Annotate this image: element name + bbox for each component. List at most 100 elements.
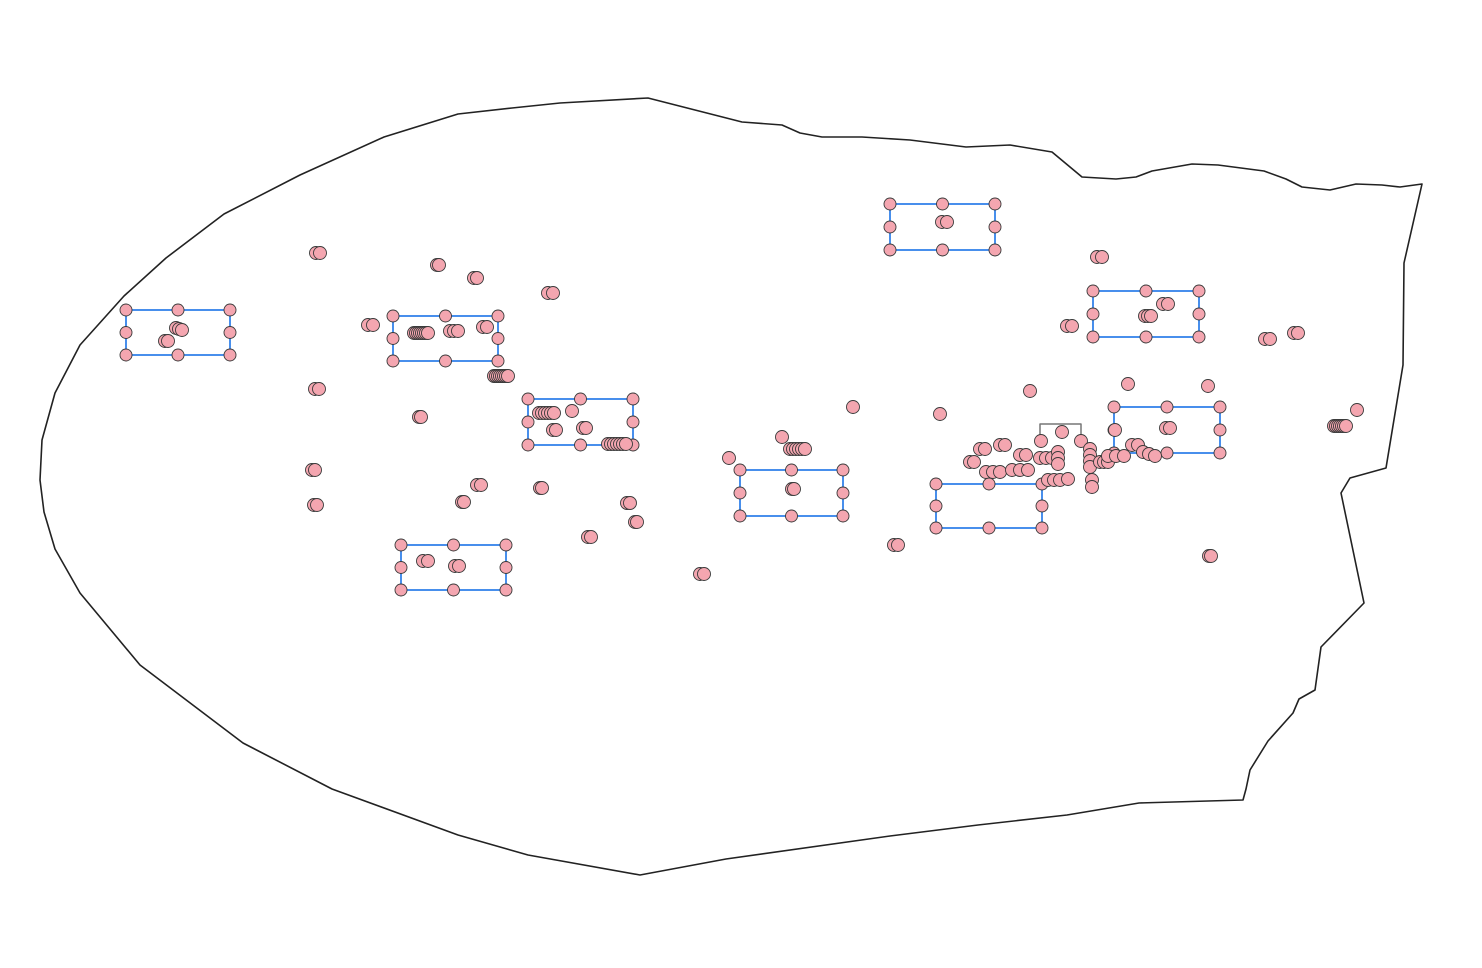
boundary-polygon[interactable] xyxy=(39,97,1423,876)
point-feature[interactable] xyxy=(1204,549,1218,563)
point-feature[interactable] xyxy=(1350,403,1364,417)
selection-handle[interactable] xyxy=(936,243,949,257)
selection-handle[interactable] xyxy=(1086,307,1100,321)
selection-handle[interactable] xyxy=(785,463,798,477)
point-feature[interactable] xyxy=(697,567,711,581)
selection-handle[interactable] xyxy=(521,438,535,452)
selection-handle[interactable] xyxy=(1139,330,1153,344)
selection-handle[interactable] xyxy=(1192,284,1206,298)
point-feature[interactable] xyxy=(1065,319,1079,333)
selection-handle[interactable] xyxy=(1086,330,1100,344)
selection-handle[interactable] xyxy=(491,309,505,323)
point-feature[interactable] xyxy=(308,463,322,477)
selection-handle[interactable] xyxy=(883,243,897,257)
point-feature[interactable] xyxy=(1021,463,1035,477)
point-feature[interactable] xyxy=(432,258,446,272)
point-feature[interactable] xyxy=(630,515,644,529)
selection-handle[interactable] xyxy=(386,332,400,345)
point-feature[interactable] xyxy=(549,423,563,437)
point-feature[interactable] xyxy=(846,400,860,414)
point-feature[interactable] xyxy=(421,554,435,568)
point-feature[interactable] xyxy=(451,324,465,338)
point-feature[interactable] xyxy=(787,482,801,496)
selection-handle[interactable] xyxy=(1086,284,1100,298)
point-feature[interactable] xyxy=(547,406,561,420)
point-feature[interactable] xyxy=(1148,449,1162,463)
selection-handle[interactable] xyxy=(574,438,587,452)
point-feature[interactable] xyxy=(1339,419,1353,433)
selection-handle[interactable] xyxy=(394,538,408,552)
point-feature[interactable] xyxy=(998,438,1012,452)
point-feature[interactable] xyxy=(1074,434,1088,448)
point-feature[interactable] xyxy=(1108,423,1122,437)
point-feature[interactable] xyxy=(1291,326,1305,340)
point-feature[interactable] xyxy=(501,369,515,383)
selection-handle[interactable] xyxy=(491,354,505,368)
point-feature[interactable] xyxy=(940,215,954,229)
point-feature[interactable] xyxy=(312,382,326,396)
point-feature[interactable] xyxy=(1061,472,1075,486)
point-feature[interactable] xyxy=(1019,448,1033,462)
point-feature[interactable] xyxy=(891,538,905,552)
small-outline-rect[interactable] xyxy=(1039,423,1082,442)
selection-handle[interactable] xyxy=(929,499,943,513)
point-feature[interactable] xyxy=(1034,434,1048,448)
selection-handle[interactable] xyxy=(883,220,897,234)
selection-handle[interactable] xyxy=(1213,446,1227,460)
selection-handle[interactable] xyxy=(1160,446,1174,460)
point-feature[interactable] xyxy=(579,421,593,435)
selection-handle[interactable] xyxy=(521,392,535,406)
selection-handle[interactable] xyxy=(836,463,850,477)
selection-handle[interactable] xyxy=(1035,521,1049,535)
selection-handle[interactable] xyxy=(119,303,133,317)
point-feature[interactable] xyxy=(722,451,736,465)
selection-handle[interactable] xyxy=(119,326,133,339)
selection-handle[interactable] xyxy=(386,309,400,323)
point-feature[interactable] xyxy=(457,495,471,509)
selection-handle[interactable] xyxy=(499,561,513,574)
selection-handle[interactable] xyxy=(171,348,185,362)
point-feature[interactable] xyxy=(1121,377,1135,391)
selection-handle[interactable] xyxy=(223,326,237,339)
point-feature[interactable] xyxy=(452,559,466,573)
selection-handle[interactable] xyxy=(439,354,452,368)
selection-handle[interactable] xyxy=(929,521,943,535)
point-feature[interactable] xyxy=(1095,250,1109,264)
point-feature[interactable] xyxy=(313,246,327,260)
selection-handle[interactable] xyxy=(883,197,897,211)
point-feature[interactable] xyxy=(619,437,633,451)
selection-handle[interactable] xyxy=(733,486,747,500)
point-feature[interactable] xyxy=(1055,425,1069,439)
point-feature[interactable] xyxy=(1117,449,1131,463)
point-feature[interactable] xyxy=(1263,332,1277,346)
selection-handle[interactable] xyxy=(439,309,452,323)
selection-handle[interactable] xyxy=(988,220,1002,234)
selection-handle[interactable] xyxy=(988,197,1002,211)
selection-handle[interactable] xyxy=(499,583,513,597)
selection-handle[interactable] xyxy=(836,509,850,523)
selection-handle[interactable] xyxy=(733,509,747,523)
selection-handle[interactable] xyxy=(499,538,513,552)
selection-handle[interactable] xyxy=(223,348,237,362)
point-feature[interactable] xyxy=(161,334,175,348)
selection-handle[interactable] xyxy=(1213,423,1227,437)
point-feature[interactable] xyxy=(480,320,494,334)
point-feature[interactable] xyxy=(993,465,1007,479)
point-feature[interactable] xyxy=(967,455,981,469)
selection-handle[interactable] xyxy=(447,538,460,552)
point-feature[interactable] xyxy=(1201,379,1215,393)
selection-handle[interactable] xyxy=(626,392,640,406)
selection-handle[interactable] xyxy=(521,415,535,429)
selection-handle[interactable] xyxy=(1192,307,1206,321)
point-feature[interactable] xyxy=(175,323,189,337)
point-feature[interactable] xyxy=(623,496,637,510)
point-feature[interactable] xyxy=(310,498,324,512)
selection-handle[interactable] xyxy=(574,392,587,406)
selection-handle[interactable] xyxy=(1160,400,1174,414)
point-feature[interactable] xyxy=(775,430,789,444)
selection-handle[interactable] xyxy=(785,509,798,523)
selection-handle[interactable] xyxy=(929,477,943,491)
point-feature[interactable] xyxy=(366,318,380,332)
point-feature[interactable] xyxy=(1023,384,1037,398)
